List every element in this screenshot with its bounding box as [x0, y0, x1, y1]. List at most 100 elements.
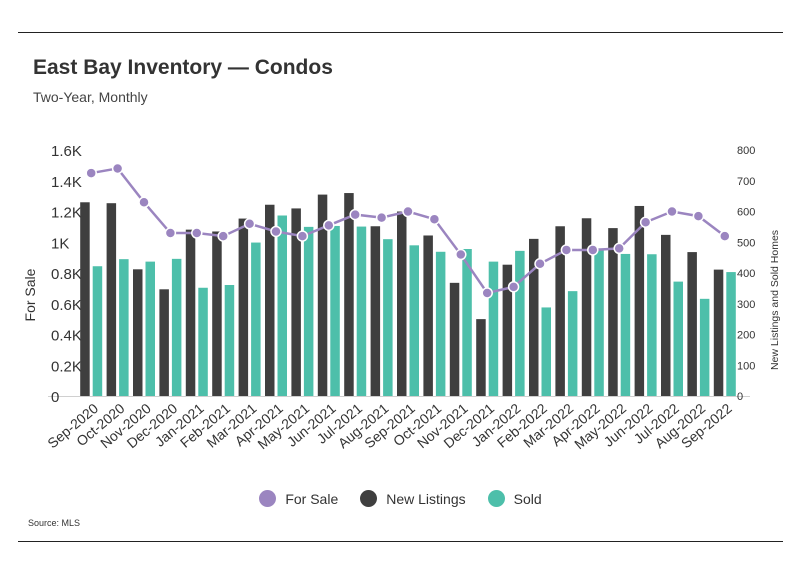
- bar-sold: [594, 248, 604, 396]
- bar-new-listings: [212, 231, 222, 396]
- legend-item-sold: Sold: [487, 490, 542, 507]
- bar-new-listings: [106, 203, 117, 396]
- point-for-sale: [375, 211, 388, 224]
- bar-new-listings: [291, 208, 301, 396]
- bar-sold: [119, 259, 129, 396]
- bar-new-listings: [159, 289, 169, 396]
- point-for-sale: [455, 248, 467, 261]
- bar-sold: [198, 287, 208, 396]
- y-tick-label: 1K: [51, 235, 69, 252]
- legend-item-new-listings: New Listings: [360, 490, 466, 507]
- y2-tick-label: 0: [737, 391, 743, 403]
- bar-new-listings: [265, 204, 275, 396]
- bar-sold: [92, 266, 103, 396]
- point-for-sale: [560, 244, 573, 256]
- point-for-sale: [111, 162, 124, 175]
- point-for-sale: [639, 216, 652, 229]
- y-tick-label: 0.2K: [51, 358, 82, 375]
- bar-sold: [541, 307, 551, 396]
- bar-sold: [409, 245, 419, 396]
- bar-new-listings: [555, 226, 565, 396]
- legend-item-for-sale: For Sale: [259, 490, 338, 507]
- y-axis-title: For Sale: [22, 268, 38, 321]
- point-for-sale: [613, 242, 625, 255]
- point-for-sale: [428, 213, 441, 225]
- bar-new-listings: [80, 202, 90, 396]
- legend-swatch-for-sale: [259, 490, 277, 507]
- bar-sold: [567, 291, 578, 396]
- point-for-sale: [666, 205, 678, 218]
- bar-new-listings: [608, 228, 618, 396]
- bottom-rule: [18, 541, 783, 542]
- y2-tick-label: 200: [737, 330, 755, 342]
- point-for-sale: [534, 258, 546, 270]
- bar-sold: [145, 261, 155, 396]
- bar-new-listings: [634, 205, 645, 396]
- point-for-sale: [349, 208, 361, 221]
- bar-new-listings: [687, 252, 697, 396]
- bar-sold: [673, 281, 683, 396]
- y2-axis-title: New Listings and Sold Homes: [769, 230, 781, 370]
- bar-new-listings: [397, 211, 407, 396]
- y2-tick-label: 600: [737, 207, 755, 219]
- chart-title: East Bay Inventory — Condos: [33, 56, 333, 79]
- bar-sold: [251, 242, 261, 396]
- bar-sold: [383, 239, 393, 396]
- point-for-sale: [138, 196, 150, 209]
- top-rule: [18, 32, 783, 33]
- point-for-sale: [191, 227, 203, 239]
- bar-sold: [462, 249, 472, 396]
- y-tick-label: 1.2K: [51, 205, 82, 222]
- bar-new-listings: [661, 234, 671, 396]
- y-tick-label: 0.6K: [51, 297, 82, 314]
- bar-sold: [303, 226, 314, 396]
- point-for-sale: [85, 167, 97, 179]
- bar-sold: [171, 258, 182, 396]
- y-tick-label: 0.4K: [51, 328, 82, 345]
- legend-swatch-new-listings: [360, 490, 378, 507]
- point-for-sale: [402, 205, 414, 218]
- y2-tick-label: 800: [737, 145, 755, 157]
- bar-new-listings: [238, 218, 249, 396]
- bar-new-listings: [370, 226, 381, 396]
- bar-new-listings: [423, 235, 433, 396]
- bar-sold: [356, 226, 367, 396]
- point-for-sale: [217, 230, 229, 242]
- bar-new-listings: [581, 218, 592, 396]
- bar-sold: [330, 225, 340, 396]
- y-tick-label: 1.6K: [51, 143, 82, 160]
- point-for-sale: [719, 230, 731, 242]
- bar-sold: [515, 250, 525, 396]
- bar-new-listings: [317, 194, 328, 396]
- point-for-sale: [270, 225, 282, 238]
- point-for-sale: [587, 244, 599, 256]
- bar-new-listings: [185, 229, 196, 396]
- legend-label-sold: Sold: [513, 490, 542, 507]
- point-for-sale: [481, 287, 493, 299]
- bar-sold: [699, 298, 710, 396]
- legend-label-for-sale: For Sale: [285, 490, 339, 507]
- point-for-sale: [692, 210, 705, 222]
- legend-label-new-listings: New Listings: [386, 490, 466, 507]
- bar-new-listings: [344, 193, 354, 396]
- bar-sold: [435, 251, 446, 396]
- bar-new-listings: [133, 269, 143, 396]
- y2-tick-label: 100: [737, 360, 755, 372]
- point-for-sale: [296, 230, 309, 242]
- legend-swatch-sold: [487, 490, 505, 507]
- bar-sold: [488, 261, 499, 396]
- bar-new-listings: [476, 319, 486, 396]
- bar-sold: [277, 215, 287, 396]
- y-tick-label: 1.4K: [51, 174, 82, 191]
- source-note: Source: MLS: [28, 518, 81, 528]
- point-for-sale: [243, 218, 256, 230]
- bar-sold: [620, 253, 631, 396]
- bar-new-listings: [449, 282, 460, 396]
- legend: For Sale New Listings Sold: [0, 490, 801, 507]
- chart-subtitle: Two-Year, Monthly: [33, 89, 148, 105]
- bar-new-listings: [713, 269, 724, 396]
- point-for-sale: [323, 219, 335, 232]
- y2-tick-label: 400: [737, 268, 755, 280]
- bar-sold: [224, 284, 235, 396]
